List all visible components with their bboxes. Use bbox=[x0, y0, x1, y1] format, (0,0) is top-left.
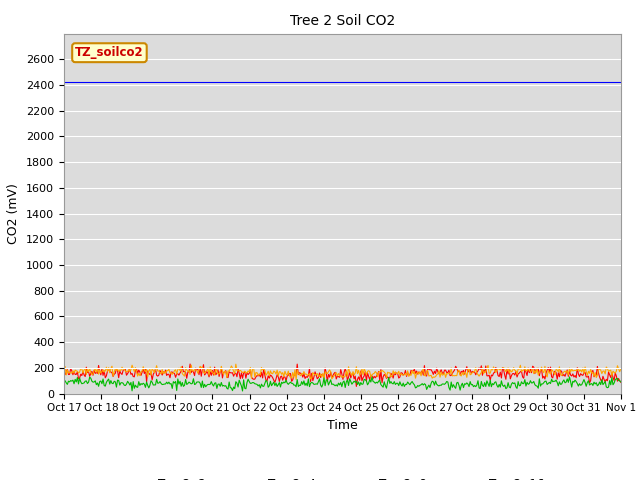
Y-axis label: CO2 (mV): CO2 (mV) bbox=[8, 183, 20, 244]
X-axis label: Time: Time bbox=[327, 419, 358, 432]
Text: TZ_soilco2: TZ_soilco2 bbox=[75, 46, 144, 59]
Title: Tree 2 Soil CO2: Tree 2 Soil CO2 bbox=[290, 14, 395, 28]
Legend: Tree2 -2cm, Tree2 -4cm, Tree2 -8cm, Tree2 -16cm: Tree2 -2cm, Tree2 -4cm, Tree2 -8cm, Tree… bbox=[118, 473, 567, 480]
